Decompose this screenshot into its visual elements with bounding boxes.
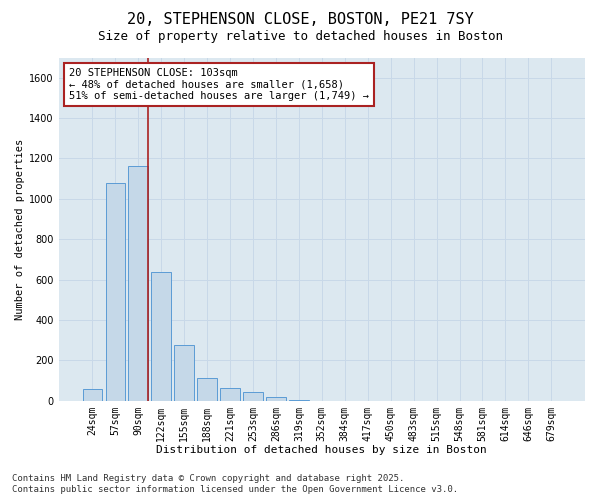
Bar [175,345,194,401]
Bar [243,392,263,400]
Y-axis label: Number of detached properties: Number of detached properties [15,138,25,320]
Text: 20, STEPHENSON CLOSE, BOSTON, PE21 7SY: 20, STEPHENSON CLOSE, BOSTON, PE21 7SY [127,12,473,28]
X-axis label: Distribution of detached houses by size in Boston: Distribution of detached houses by size … [157,445,487,455]
Text: Contains HM Land Registry data © Crown copyright and database right 2025.
Contai: Contains HM Land Registry data © Crown c… [12,474,458,494]
Bar [151,272,171,400]
Bar [83,388,102,400]
Bar [266,396,286,400]
Text: 20 STEPHENSON CLOSE: 103sqm
← 48% of detached houses are smaller (1,658)
51% of : 20 STEPHENSON CLOSE: 103sqm ← 48% of det… [69,68,369,101]
Bar [220,388,240,400]
Bar [106,182,125,400]
Text: Size of property relative to detached houses in Boston: Size of property relative to detached ho… [97,30,503,43]
Bar [128,166,148,400]
Bar [197,378,217,400]
